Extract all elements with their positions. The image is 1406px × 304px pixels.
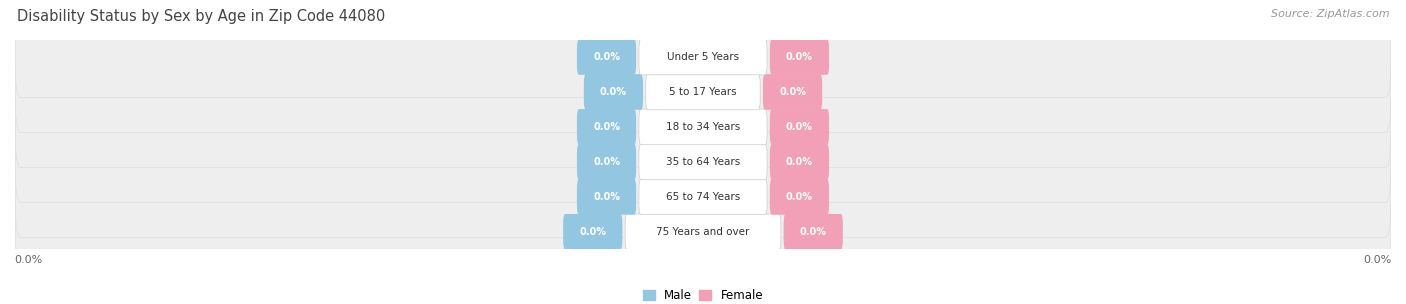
FancyBboxPatch shape — [763, 74, 823, 110]
FancyBboxPatch shape — [576, 144, 636, 180]
FancyBboxPatch shape — [638, 144, 768, 180]
Text: 18 to 34 Years: 18 to 34 Years — [666, 122, 740, 132]
FancyBboxPatch shape — [583, 74, 643, 110]
Text: 65 to 74 Years: 65 to 74 Years — [666, 192, 740, 202]
FancyBboxPatch shape — [770, 179, 830, 215]
Text: 0.0%: 0.0% — [779, 87, 806, 97]
Text: 0.0%: 0.0% — [579, 227, 606, 237]
FancyBboxPatch shape — [15, 191, 1391, 272]
Legend: Male, Female: Male, Female — [643, 289, 763, 302]
Text: 35 to 64 Years: 35 to 64 Years — [666, 157, 740, 167]
FancyBboxPatch shape — [638, 179, 768, 215]
FancyBboxPatch shape — [645, 74, 761, 110]
Text: 0.0%: 0.0% — [14, 254, 42, 264]
FancyBboxPatch shape — [15, 86, 1391, 168]
Text: 5 to 17 Years: 5 to 17 Years — [669, 87, 737, 97]
FancyBboxPatch shape — [576, 39, 636, 75]
FancyBboxPatch shape — [783, 214, 842, 250]
FancyBboxPatch shape — [15, 16, 1391, 98]
Text: 0.0%: 0.0% — [786, 122, 813, 132]
Text: 0.0%: 0.0% — [786, 192, 813, 202]
Text: Source: ZipAtlas.com: Source: ZipAtlas.com — [1271, 9, 1389, 19]
Text: 0.0%: 0.0% — [593, 52, 620, 62]
FancyBboxPatch shape — [15, 51, 1391, 133]
Text: 0.0%: 0.0% — [593, 122, 620, 132]
Text: 0.0%: 0.0% — [1364, 254, 1392, 264]
FancyBboxPatch shape — [15, 121, 1391, 202]
Text: 0.0%: 0.0% — [593, 157, 620, 167]
FancyBboxPatch shape — [638, 109, 768, 145]
FancyBboxPatch shape — [564, 214, 623, 250]
FancyBboxPatch shape — [576, 179, 636, 215]
FancyBboxPatch shape — [770, 109, 830, 145]
Text: 0.0%: 0.0% — [593, 192, 620, 202]
Text: Under 5 Years: Under 5 Years — [666, 52, 740, 62]
FancyBboxPatch shape — [626, 214, 780, 250]
Text: 0.0%: 0.0% — [800, 227, 827, 237]
FancyBboxPatch shape — [638, 39, 768, 75]
Text: Disability Status by Sex by Age in Zip Code 44080: Disability Status by Sex by Age in Zip C… — [17, 9, 385, 24]
Text: 0.0%: 0.0% — [786, 157, 813, 167]
Text: 0.0%: 0.0% — [786, 52, 813, 62]
Text: 75 Years and over: 75 Years and over — [657, 227, 749, 237]
FancyBboxPatch shape — [576, 109, 636, 145]
Text: 0.0%: 0.0% — [600, 87, 627, 97]
FancyBboxPatch shape — [770, 144, 830, 180]
FancyBboxPatch shape — [770, 39, 830, 75]
FancyBboxPatch shape — [15, 156, 1391, 237]
